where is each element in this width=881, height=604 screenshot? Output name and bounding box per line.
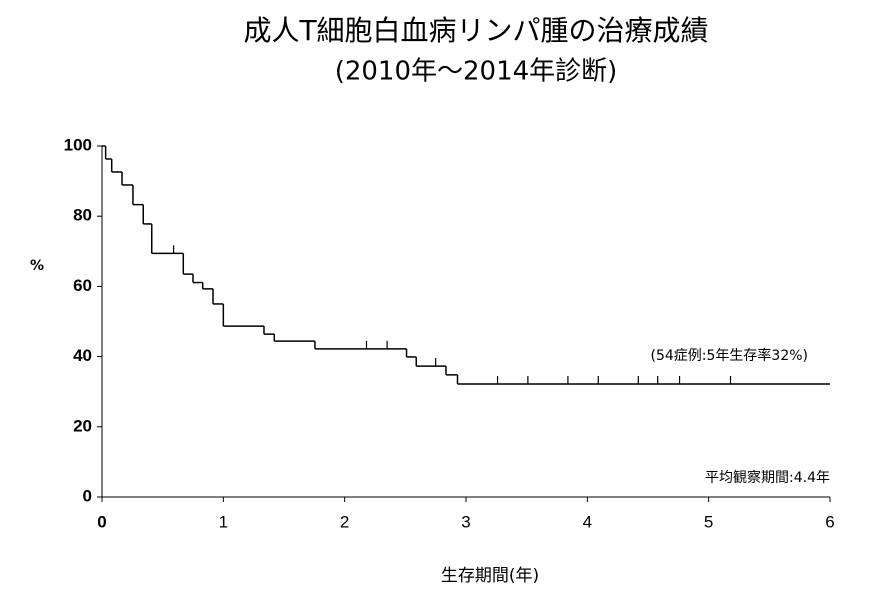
x-tick-label: 1: [219, 512, 228, 531]
annotation: 平均観察期間:4.4年: [705, 469, 830, 486]
y-tick-label: 40: [73, 346, 92, 365]
x-tick-label: 2: [340, 512, 349, 531]
y-tick-label: 0: [83, 486, 92, 505]
y-tick-label: 20: [73, 416, 92, 435]
annotation: (54症例:5年生存率32%): [651, 347, 808, 364]
x-tick-label: 5: [704, 512, 713, 531]
x-tick-label: 3: [461, 512, 470, 531]
x-tick-label: 6: [825, 512, 834, 531]
y-tick-label: 100: [64, 135, 92, 154]
chart-subtitle: (2010年～2014年診断): [335, 57, 618, 87]
x-axis-label: 生存期間(年): [441, 566, 539, 586]
y-tick-label: 60: [73, 276, 92, 295]
y-tick-label: 80: [73, 206, 92, 225]
y-axis-label: %: [30, 258, 44, 274]
x-tick-label: 4: [583, 512, 592, 531]
x-tick-label: 0: [97, 512, 106, 531]
chart-title: 成人T細胞白血病リンパ腫の治療成績: [243, 14, 708, 47]
